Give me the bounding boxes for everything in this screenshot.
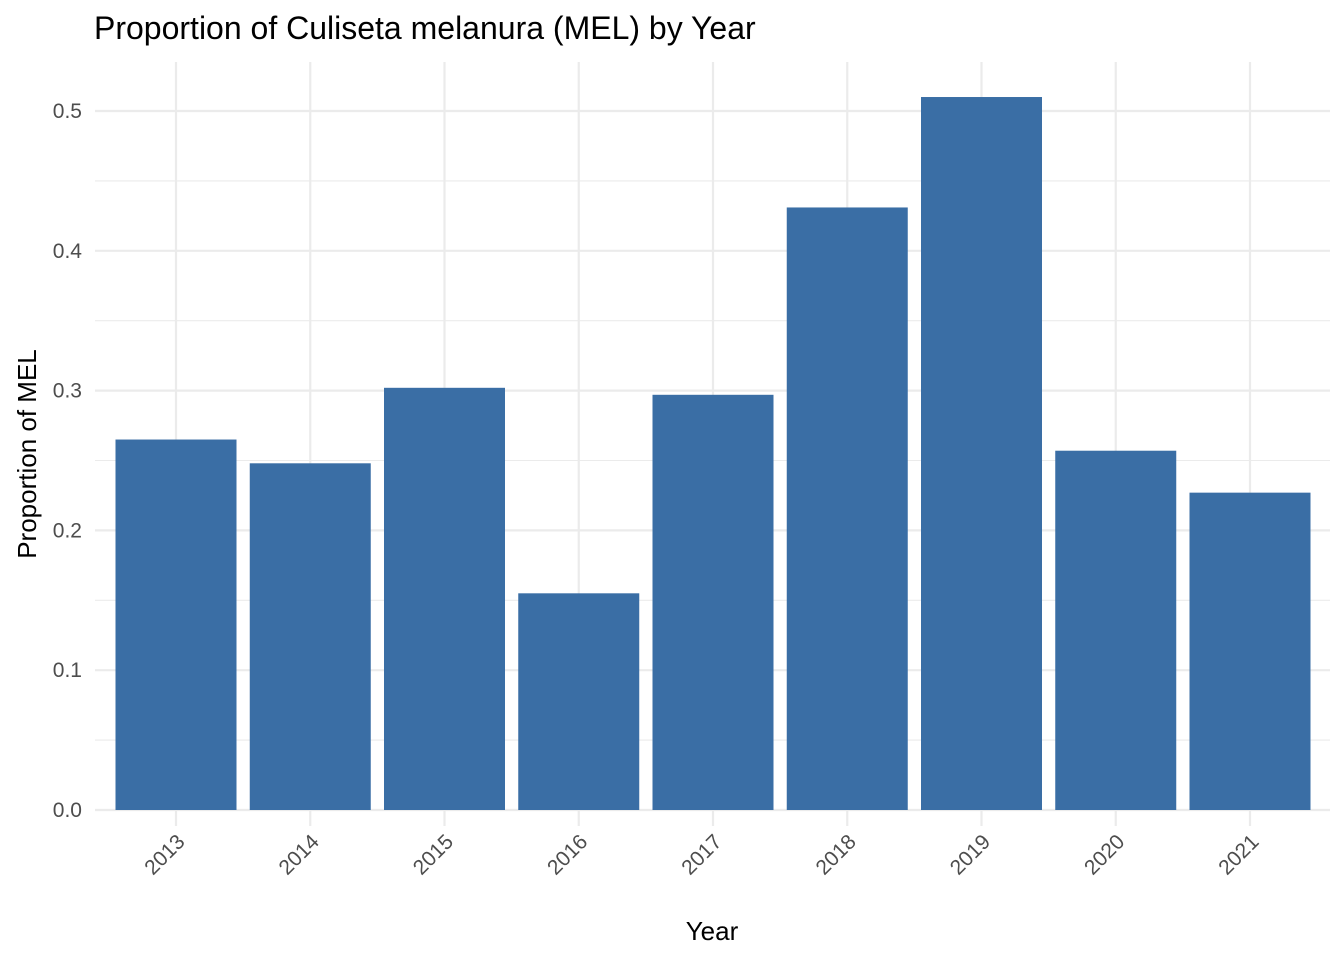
x-tick-label: 2020 [1080, 830, 1129, 879]
x-tick-label: 2013 [140, 830, 189, 879]
y-tick-label: 0.0 [53, 799, 82, 822]
x-tick-label: 2021 [1214, 830, 1263, 879]
bars [115, 97, 1311, 810]
bar-2017 [652, 394, 774, 810]
y-tick-label: 0.4 [53, 240, 83, 263]
x-tick-label: 2015 [409, 830, 458, 879]
x-tick-label: 2019 [946, 830, 995, 879]
y-tick-label: 0.1 [53, 659, 82, 682]
x-axis-title: Year [686, 916, 739, 946]
y-tick-label: 0.2 [53, 519, 82, 542]
chart-title: Proportion of Culiseta melanura (MEL) by… [94, 10, 756, 46]
bar-2020 [1055, 450, 1177, 810]
y-tick-label: 0.5 [53, 100, 82, 123]
x-tick-label: 2014 [274, 830, 324, 880]
x-tick-label: 2018 [811, 830, 860, 879]
bar-2014 [249, 463, 371, 810]
bar-2021 [1189, 492, 1311, 810]
x-tick-label: 2016 [543, 830, 592, 879]
bar-2019 [921, 97, 1042, 810]
bar-2013 [115, 439, 237, 810]
y-axis-ticks: 0.0 0.1 0.2 0.3 0.4 0.5 [53, 100, 83, 822]
x-tick-label: 2017 [677, 830, 726, 879]
x-axis-ticks: 2013 2014 2015 2016 2017 2018 2019 2020 2021 [140, 830, 1263, 880]
bar-2016 [518, 593, 640, 810]
y-tick-label: 0.3 [53, 380, 82, 403]
bar-2018 [786, 207, 908, 810]
y-axis-title: Proportion of MEL [12, 349, 42, 559]
bar-2015 [384, 387, 505, 810]
